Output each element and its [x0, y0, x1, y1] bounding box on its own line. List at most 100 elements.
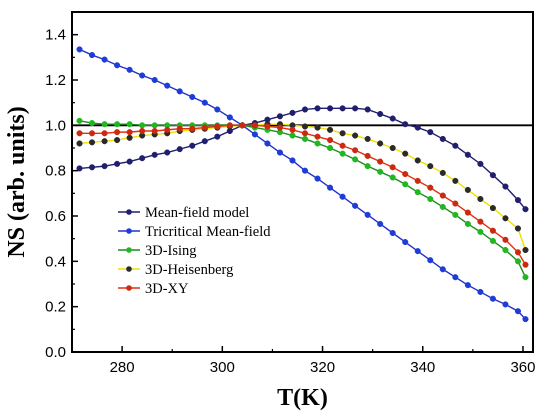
data-point	[76, 117, 83, 124]
data-point	[327, 105, 334, 112]
legend-swatch-marker	[126, 209, 132, 215]
data-point	[189, 142, 196, 149]
data-point	[514, 249, 522, 256]
data-point	[489, 172, 496, 179]
series-5	[76, 122, 529, 268]
data-point	[139, 155, 146, 162]
data-point	[276, 149, 284, 156]
data-point	[88, 120, 96, 127]
data-point	[276, 113, 284, 120]
data-point	[464, 186, 471, 193]
data-point	[289, 157, 296, 164]
x-tick-label: 320	[310, 359, 335, 376]
data-point	[414, 177, 421, 184]
data-point	[477, 218, 484, 225]
data-point	[151, 122, 158, 129]
data-point	[101, 163, 108, 170]
data-point	[502, 236, 509, 243]
data-point	[452, 200, 459, 207]
data-point	[189, 93, 196, 101]
data-point	[176, 146, 183, 153]
y-axis-title: NS (arb. units)	[4, 106, 30, 257]
data-point	[514, 258, 522, 265]
data-point	[389, 229, 396, 237]
data-point	[364, 152, 371, 159]
plot-frame	[71, 11, 534, 353]
data-point	[251, 131, 258, 138]
data-point	[364, 163, 371, 170]
data-point	[139, 72, 146, 79]
data-point	[339, 130, 346, 137]
legend-swatch-marker	[126, 228, 132, 234]
x-axis-title: T(K)	[277, 385, 328, 411]
data-point	[264, 140, 271, 147]
series-2	[76, 46, 529, 323]
data-point	[327, 137, 334, 144]
data-point	[452, 177, 459, 184]
data-point	[289, 126, 296, 133]
data-point	[439, 135, 446, 142]
data-point	[339, 193, 346, 200]
data-point	[364, 135, 371, 142]
data-point	[522, 246, 529, 254]
data-point	[226, 122, 233, 129]
data-point	[214, 123, 221, 130]
data-point	[301, 135, 309, 142]
legend-item: Mean-field model	[118, 205, 249, 221]
data-point	[377, 140, 384, 147]
data-point	[226, 114, 233, 121]
data-point	[201, 138, 208, 145]
y-tick-label: 1.0	[45, 117, 66, 134]
data-point	[439, 203, 446, 210]
data-point	[514, 225, 522, 232]
data-point	[289, 132, 296, 139]
data-point	[189, 125, 196, 132]
data-point	[489, 237, 496, 244]
data-point	[402, 150, 409, 157]
data-point	[522, 274, 529, 281]
x-tick-label: 360	[510, 359, 535, 376]
data-point	[201, 124, 208, 131]
legend-label: 3D-Heisenberg	[145, 262, 233, 278]
data-point	[301, 123, 309, 130]
data-point	[251, 122, 258, 129]
data-point	[439, 169, 446, 176]
y-tick-label: 0.4	[45, 253, 66, 270]
data-point	[364, 211, 371, 218]
legend-label: 3D-Ising	[145, 243, 197, 259]
data-point	[514, 197, 522, 204]
data-point	[377, 168, 384, 175]
data-point	[126, 66, 133, 73]
data-point	[76, 46, 83, 53]
data-point	[427, 163, 434, 170]
data-point	[502, 215, 509, 222]
data-point	[352, 156, 359, 163]
data-point	[126, 158, 133, 165]
data-point	[114, 62, 121, 69]
data-point	[364, 106, 371, 113]
data-point	[101, 56, 108, 63]
data-point	[389, 144, 396, 152]
data-point	[427, 184, 434, 191]
data-point	[489, 205, 496, 212]
data-point	[439, 266, 446, 273]
data-point	[239, 122, 246, 129]
data-point	[327, 126, 334, 133]
data-point	[522, 206, 529, 213]
data-point	[276, 124, 284, 131]
legend-item: Tricritical Mean-field	[118, 224, 271, 240]
legend-item: 3D-Heisenberg	[118, 262, 233, 278]
data-point	[139, 122, 146, 129]
data-point	[502, 301, 509, 308]
y-tick-label: 0.8	[45, 163, 66, 180]
data-point	[477, 228, 484, 235]
data-point	[126, 134, 133, 141]
data-point	[201, 99, 208, 106]
data-point	[414, 124, 421, 131]
x-tick-label: 300	[210, 359, 235, 376]
legend: Mean-field model Tricritical Mean-field 3D…	[118, 205, 271, 297]
data-point	[151, 151, 158, 158]
data-point	[502, 183, 509, 190]
data-point	[427, 257, 434, 264]
data-point	[114, 137, 121, 144]
